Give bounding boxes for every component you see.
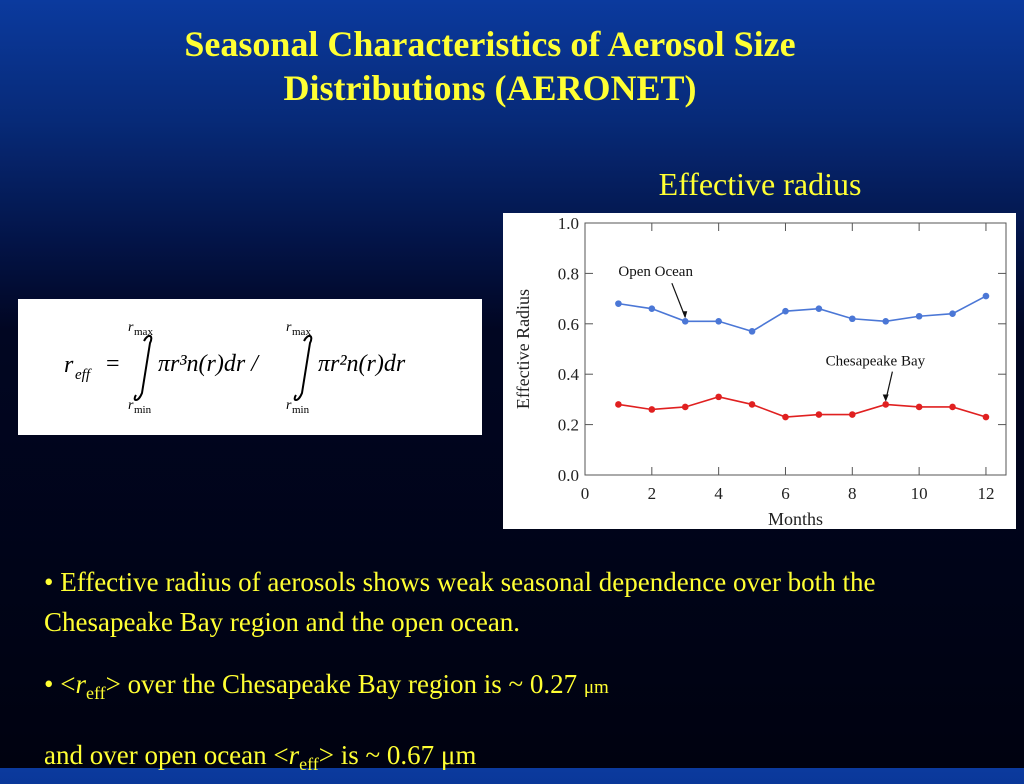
data-point-chesapeake-bay — [882, 401, 890, 408]
data-point-open-ocean — [782, 307, 789, 315]
y-tick-label: 0.2 — [558, 416, 579, 435]
integral-sign-2 — [293, 335, 313, 401]
annotation-arrowhead-chesapeake-bay — [882, 394, 889, 402]
data-point-chesapeake-bay — [748, 401, 756, 408]
annotation-open-ocean: Open Ocean — [618, 264, 693, 280]
formula-int2-upper: r — [286, 320, 292, 335]
formula-int1-lower: r — [128, 398, 134, 413]
y-tick-label: 0.6 — [558, 315, 579, 334]
data-point-open-ocean — [982, 292, 990, 300]
x-tick-label: 0 — [581, 484, 590, 503]
slide-title-line1: Seasonal Characteristics of Aerosol Size — [184, 24, 796, 64]
formula-integrand1: πr³n(r)dr / — [158, 351, 260, 377]
y-tick-label: 1.0 — [558, 214, 579, 233]
chart-caption: Effective radius — [658, 166, 862, 202]
data-point-open-ocean — [715, 317, 722, 325]
formula-equals: = — [106, 351, 120, 377]
annotation-arrowhead-open-ocean — [682, 311, 688, 319]
bullet-1: • Effective radius of aerosols shows wea… — [44, 567, 876, 637]
data-point-chesapeake-bay — [915, 403, 923, 411]
formula-int2-lower-sub: min — [292, 404, 310, 416]
integral-sign-1 — [133, 335, 153, 401]
x-tick-label: 8 — [848, 484, 857, 503]
series-line-open-ocean — [618, 295, 987, 333]
formula-lhs-sub: eff — [75, 367, 92, 383]
x-tick-label: 4 — [714, 484, 723, 503]
slide-title-line2: Distributions (AERONET) — [283, 68, 697, 108]
formula-int2-lower: r — [286, 398, 292, 413]
data-point-open-ocean — [882, 317, 890, 325]
bullet-3-prefix: and over open ocean < — [44, 740, 289, 770]
formula-image: r eff = r max r min πr³n(r)dr / r max r … — [18, 299, 482, 435]
x-tick-label: 12 — [977, 484, 994, 503]
data-point-open-ocean — [648, 305, 656, 312]
data-point-open-ocean — [849, 315, 856, 323]
data-point-chesapeake-bay — [715, 393, 722, 401]
formula-int2-upper-sub: max — [292, 326, 311, 338]
bullet-list: • Effective radius of aerosols shows wea… — [44, 562, 1004, 784]
chart-svg: 0.0 0.2 0.4 0.6 0.8 1.0 0 2 4 6 8 10 12 Months Effecti… — [513, 214, 1007, 529]
bullet-3-r: r — [288, 740, 300, 770]
data-point-chesapeake-bay — [982, 413, 990, 421]
bullet-3-sub: eff — [299, 754, 319, 774]
data-point-open-ocean — [915, 312, 923, 320]
data-point-open-ocean — [949, 310, 956, 318]
effective-radius-chart: 0.0 0.2 0.4 0.6 0.8 1.0 0 2 4 6 8 10 12 Months Effecti… — [503, 213, 1016, 529]
bullet-2-sub: eff — [85, 683, 106, 703]
formula-int1-lower-sub: min — [134, 404, 152, 416]
y-tick-label: 0.0 — [558, 466, 579, 485]
data-point-open-ocean — [615, 300, 622, 307]
y-tick-label: 0.8 — [558, 264, 579, 283]
data-point-open-ocean — [815, 305, 823, 312]
x-tick-label: 10 — [911, 484, 928, 503]
data-point-chesapeake-bay — [815, 411, 823, 418]
formula-int1-upper: r — [128, 320, 134, 335]
data-point-chesapeake-bay — [648, 406, 656, 413]
formula-lhs: r — [64, 352, 74, 378]
data-point-chesapeake-bay — [849, 411, 856, 418]
plot-frame — [584, 222, 1007, 476]
bullet-2: • <reff> over the Chesapeake Bay region … — [44, 664, 1004, 713]
data-point-chesapeake-bay — [949, 403, 956, 411]
series-line-chesapeake-bay — [618, 396, 987, 418]
data-point-open-ocean — [748, 328, 756, 335]
bullet-2-rest: > over the Chesapeake Bay region is ~ 0.… — [105, 669, 584, 699]
formula-integrand2: πr²n(r)dr — [318, 351, 406, 377]
formula-svg: r eff = r max r min πr³n(r)dr / r max r … — [64, 320, 406, 416]
x-axis-label: Months — [768, 509, 823, 529]
annotation-chesapeake-bay: Chesapeake Bay — [826, 353, 926, 369]
bullet-2-prefix: • < — [44, 669, 76, 699]
x-tick-label: 6 — [781, 484, 790, 503]
data-point-open-ocean — [681, 317, 689, 325]
bullet-3-rest: > is ~ 0.67 μm — [318, 740, 477, 770]
y-axis-label: Effective Radius — [513, 289, 533, 409]
data-point-chesapeake-bay — [615, 401, 622, 408]
y-tick-label: 0.4 — [558, 365, 580, 384]
bullet-2-r: r — [75, 669, 86, 699]
bullet-2-unit: μm — [583, 677, 609, 698]
data-point-chesapeake-bay — [782, 413, 789, 421]
bullet-3: and over open ocean <reff> is ~ 0.67 μm — [44, 735, 1004, 784]
slide-title: Seasonal Characteristics of Aerosol Size… — [40, 22, 940, 110]
x-tick-label: 2 — [648, 484, 657, 503]
data-point-chesapeake-bay — [681, 403, 689, 411]
